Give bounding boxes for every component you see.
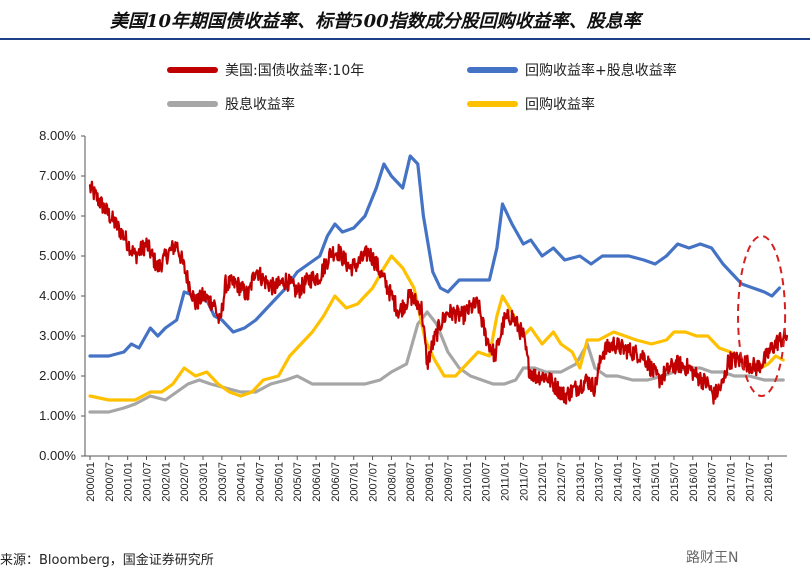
watermark: 路财王N	[686, 550, 739, 566]
x-tick-label: 2012/01	[537, 462, 549, 502]
x-tick-label: 2009/01	[424, 462, 436, 502]
x-tick-label: 2017/01	[725, 462, 737, 502]
y-tick-label: 2.00%	[39, 368, 76, 383]
x-tick-label: 2003/01	[198, 462, 210, 502]
x-tick-label: 2002/07	[179, 462, 191, 502]
x-tick-label: 2000/07	[104, 462, 116, 502]
x-tick-label: 2014/01	[612, 462, 624, 502]
y-tick-label: 7.00%	[39, 168, 76, 183]
legend-label: 回购收益率	[525, 96, 595, 113]
x-tick-label: 2008/07	[405, 462, 417, 502]
y-tick-label: 3.00%	[39, 328, 76, 343]
x-tick-label: 2015/07	[669, 462, 681, 502]
x-tick-label: 2011/07	[518, 462, 530, 501]
y-axis: 0.00% 1.00% 2.00% 3.00% 4.00% 5.00% 6.00% 7.00%…	[39, 128, 86, 463]
series-line	[88, 154, 782, 358]
x-tick-label: 2015/01	[650, 462, 662, 502]
chart-title: 美国10年期国债收益率、标普500指数成分股回购收益率、股息率	[110, 11, 641, 32]
y-tick-label: 4.00%	[39, 288, 76, 303]
x-tick-label: 2001/07	[142, 462, 154, 502]
y-tick-label: 5.00%	[39, 248, 76, 263]
x-tick-label: 2012/07	[556, 462, 568, 502]
legend-label: 回购收益率+股息收益率	[525, 62, 677, 79]
y-tick-label: 6.00%	[39, 208, 76, 223]
title-bar: 美国10年期国债收益率、标普500指数成分股回购收益率、股息率	[0, 0, 810, 40]
x-tick-label: 2018/01	[763, 462, 775, 502]
x-tick-label: 2007/07	[368, 462, 380, 502]
highlight-ellipse	[737, 235, 787, 397]
x-tick-label: 2014/07	[631, 462, 643, 502]
y-tick-label: 1.00%	[39, 408, 76, 423]
x-tick-label: 2000/01	[85, 462, 97, 502]
x-tick-label: 2010/07	[481, 462, 493, 502]
x-tick-label: 2001/01	[123, 462, 135, 502]
x-axis: 2000/01 2000/07 2001/01 2001/07 2002/01 2002/…	[85, 455, 787, 502]
y-tick-label: 8.00%	[39, 128, 76, 143]
source-note: 来源：Bloomberg，国金证券研究所	[0, 553, 214, 568]
x-tick-label: 2009/07	[443, 462, 455, 502]
x-tick-label: 2007/01	[349, 462, 361, 502]
x-tick-label: 2016/07	[707, 462, 719, 502]
x-tick-label: 2006/01	[311, 462, 323, 502]
x-tick-label: 2005/07	[292, 462, 304, 502]
x-tick-label: 2002/01	[160, 462, 172, 502]
legend-label: 美国:国债收益率:10年	[225, 62, 364, 79]
x-tick-label: 2005/01	[273, 462, 285, 502]
x-tick-label: 2006/07	[330, 462, 342, 502]
x-tick-label: 2004/07	[255, 462, 267, 502]
x-tick-label: 2010/01	[462, 462, 474, 502]
series-layer	[88, 154, 789, 414]
y-tick-label: 0.00%	[39, 448, 76, 463]
x-tick-label: 2013/07	[594, 462, 606, 502]
x-tick-label: 2016/01	[688, 462, 700, 502]
series-line	[88, 254, 785, 402]
x-tick-label: 2003/07	[217, 462, 229, 502]
x-tick-label: 2004/01	[236, 462, 248, 502]
annotation-layer	[737, 235, 787, 397]
legend-label: 股息收益率	[225, 96, 295, 113]
x-tick-label: 2013/01	[575, 462, 587, 502]
x-tick-label: 2008/01	[386, 462, 398, 502]
x-tick-label: 2011/01	[499, 462, 511, 501]
x-tick-label: 2017/07	[744, 462, 756, 502]
series-line	[88, 180, 789, 405]
